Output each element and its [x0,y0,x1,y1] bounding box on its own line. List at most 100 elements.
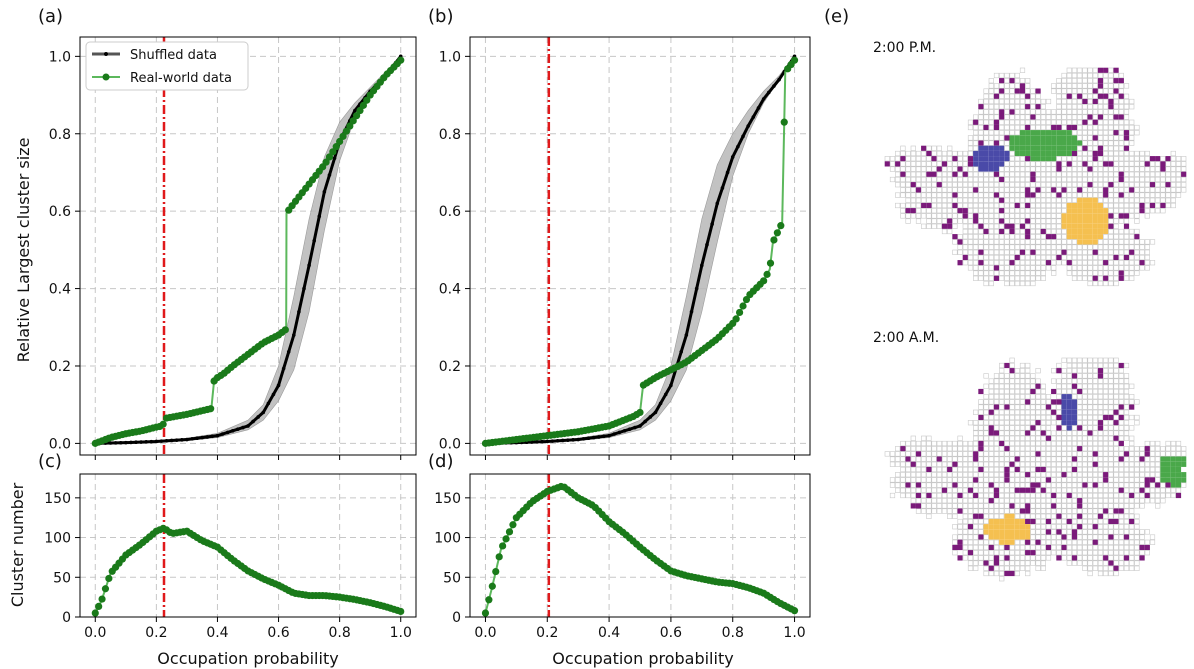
map-cell [1051,176,1057,183]
map-cell [889,166,896,172]
map-cell [967,492,974,499]
map-cell [1175,466,1182,473]
map-cell [1019,368,1026,374]
map-cell [1014,93,1020,99]
map-cell [1019,234,1026,240]
map-cell [1108,503,1114,509]
map-cell [1056,104,1062,110]
map-pm [884,67,1187,287]
map-cell [1077,208,1083,214]
map-cell [1061,161,1067,167]
map-cell [1004,451,1010,457]
map-cell [1103,570,1109,577]
map-cell [1004,93,1010,99]
map-cell [988,275,994,281]
map-cell [1014,544,1020,551]
map-cell [1035,461,1041,467]
map-cell [1123,218,1130,224]
map-cell [978,472,984,478]
map-cell [1129,260,1135,266]
map-cell [936,202,942,209]
map-cell [900,171,906,177]
map-cell [1040,466,1046,473]
map-cell [978,492,984,499]
map-cell [1009,544,1015,551]
map-cell [1009,270,1015,276]
map-cell [967,544,974,551]
map-cell [1077,213,1083,219]
shuffled-series-point [725,170,730,175]
map-cell [1071,176,1078,183]
map-cell [1118,78,1124,84]
y-tick-label: 0.6 [49,204,71,220]
map-cell [1071,451,1078,457]
map-cell [1025,378,1031,384]
map-cell [1103,420,1109,426]
map-cell [1009,539,1015,545]
map-cell [1040,529,1046,535]
map-cell [978,446,984,452]
map-cell [1113,555,1119,561]
map-cell [1108,218,1114,224]
map-cell [926,498,932,504]
map-cell [1014,440,1020,447]
map-cell [988,130,994,136]
map-cell [1077,98,1083,105]
map-cell [1056,166,1062,172]
map-cell [1019,275,1026,281]
map-cell [1113,114,1119,120]
map-cell [983,166,989,172]
map-cell [1009,72,1015,79]
map-cell [1061,109,1067,115]
map-cell [1035,213,1041,219]
map-cell [1103,223,1109,229]
map-cell [1019,109,1026,115]
map-cell [1066,378,1072,384]
map-cell [1129,440,1135,447]
map-cell [1071,518,1078,525]
map-cell [947,176,953,183]
map-cell [1056,430,1062,436]
real-series-point [363,96,371,104]
map-cell [910,492,916,499]
shuffled-series-point [190,437,194,441]
map-cell [1103,446,1109,452]
map-cell [952,534,958,540]
panel-tag-e: (e) [824,6,849,27]
map-cell [1004,373,1010,379]
map-cell [1108,135,1114,141]
map-cell [1123,544,1130,551]
map-cell [1071,472,1078,478]
map-cell [1009,114,1015,120]
map-cell [1025,435,1031,441]
map-cell [988,213,994,219]
map-cell [962,508,968,514]
map-cell [910,477,916,483]
map-cell [941,176,948,183]
map-cell [1082,544,1088,551]
map-cell [1051,487,1057,493]
map-cell [988,435,994,441]
map-cell [921,508,927,514]
map-cell [1108,399,1114,405]
map-cell [973,260,979,266]
map-cell [1004,124,1010,131]
map-cell [952,482,958,488]
map-cell [936,161,942,167]
map-cell [1108,234,1114,240]
map-cell [1087,244,1093,250]
map-cell [957,156,963,162]
map-cell [1019,270,1026,276]
map-cell [1077,435,1083,441]
map-cell [1009,182,1015,188]
map-cell [1077,140,1083,146]
map-cell [973,534,979,540]
map-cell [1165,487,1171,493]
map-cell [1009,109,1015,115]
map-cell [1144,440,1150,447]
map-cell [1071,446,1078,452]
map-cell [1103,78,1109,84]
map-cell [1113,124,1119,131]
map-cell [1118,176,1124,183]
map-cell [993,265,1000,271]
